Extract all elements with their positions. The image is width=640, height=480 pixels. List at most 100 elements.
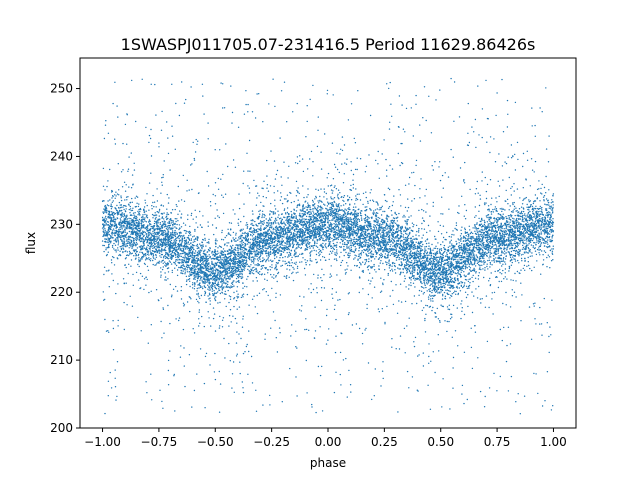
- data-point: [354, 219, 357, 221]
- data-point: [551, 237, 553, 239]
- data-point: [366, 239, 368, 241]
- data-point: [280, 217, 282, 219]
- data-point: [382, 227, 384, 229]
- data-point: [469, 269, 471, 271]
- data-point: [413, 271, 415, 274]
- data-point: [266, 255, 268, 257]
- data-point: [399, 242, 401, 244]
- data-point: [135, 271, 138, 274]
- data-point: [207, 288, 209, 290]
- data-point: [461, 269, 463, 272]
- data-point: [425, 286, 427, 289]
- data-point: [428, 294, 431, 296]
- data-point: [365, 258, 368, 261]
- data-point: [148, 209, 150, 211]
- data-point: [157, 221, 159, 223]
- data-point: [323, 196, 325, 198]
- data-point: [134, 252, 137, 255]
- data-point: [236, 295, 238, 298]
- data-point: [464, 268, 466, 270]
- data-point: [128, 250, 131, 253]
- data-point: [235, 232, 237, 234]
- data-point: [259, 260, 262, 263]
- data-point: [139, 232, 141, 234]
- data-point: [169, 261, 172, 263]
- data-point: [159, 222, 161, 224]
- data-point: [515, 249, 518, 252]
- data-point: [377, 247, 379, 250]
- data-point: [397, 234, 400, 236]
- data-point: [103, 211, 105, 213]
- data-point: [230, 282, 233, 284]
- data-point: [201, 246, 203, 249]
- data-point: [487, 205, 490, 207]
- data-point: [505, 216, 507, 218]
- data-point: [494, 208, 496, 210]
- data-point: [257, 251, 260, 253]
- data-point: [327, 203, 330, 205]
- data-point: [321, 201, 323, 203]
- data-point: [551, 252, 553, 254]
- data-point: [419, 242, 422, 244]
- data-point: [466, 263, 468, 266]
- data-point: [211, 267, 214, 269]
- data-point: [363, 231, 365, 233]
- data-point: [398, 246, 400, 248]
- data-point: [392, 245, 394, 247]
- data-point: [540, 231, 542, 233]
- data-point: [527, 252, 529, 254]
- data-point: [342, 243, 344, 245]
- data-point: [238, 266, 240, 269]
- data-point: [426, 278, 429, 281]
- data-point: [256, 258, 259, 260]
- data-point: [533, 224, 535, 226]
- data-point: [175, 247, 178, 249]
- data-point: [184, 243, 186, 246]
- data-point: [539, 200, 541, 202]
- data-point: [528, 243, 530, 245]
- data-point: [497, 216, 499, 219]
- data-point: [250, 219, 252, 222]
- data-point: [367, 200, 369, 203]
- data-point: [476, 222, 478, 224]
- data-point: [469, 246, 471, 249]
- data-point: [377, 220, 379, 223]
- data-point: [131, 252, 133, 254]
- data-point: [505, 255, 507, 257]
- data-point: [365, 243, 367, 245]
- data-point: [466, 267, 469, 269]
- data-point: [373, 210, 375, 212]
- data-point: [389, 223, 391, 225]
- data-point: [335, 238, 337, 240]
- data-point: [400, 301, 403, 303]
- data-point: [306, 206, 309, 209]
- data-point: [171, 250, 174, 252]
- data-point: [359, 211, 362, 213]
- data-point: [496, 247, 498, 250]
- data-point: [442, 286, 444, 288]
- data-point: [364, 206, 366, 208]
- data-point: [547, 216, 549, 218]
- data-point: [545, 221, 547, 223]
- data-point: [454, 248, 456, 250]
- data-point: [426, 280, 428, 282]
- data-point: [545, 242, 547, 244]
- data-point: [506, 278, 508, 280]
- data-point: [163, 226, 166, 228]
- data-point: [111, 201, 114, 203]
- data-point: [439, 257, 441, 259]
- data-point: [525, 237, 528, 239]
- data-point: [344, 234, 346, 237]
- data-point: [354, 246, 356, 248]
- data-point: [121, 227, 123, 229]
- data-point: [427, 270, 429, 272]
- data-point: [524, 229, 526, 232]
- data-point: [145, 255, 147, 257]
- data-point: [398, 257, 401, 259]
- data-point: [130, 253, 132, 255]
- data-point: [268, 260, 270, 262]
- data-point: [318, 237, 321, 240]
- data-point: [213, 282, 215, 284]
- data-point: [251, 224, 254, 226]
- data-point: [550, 208, 552, 210]
